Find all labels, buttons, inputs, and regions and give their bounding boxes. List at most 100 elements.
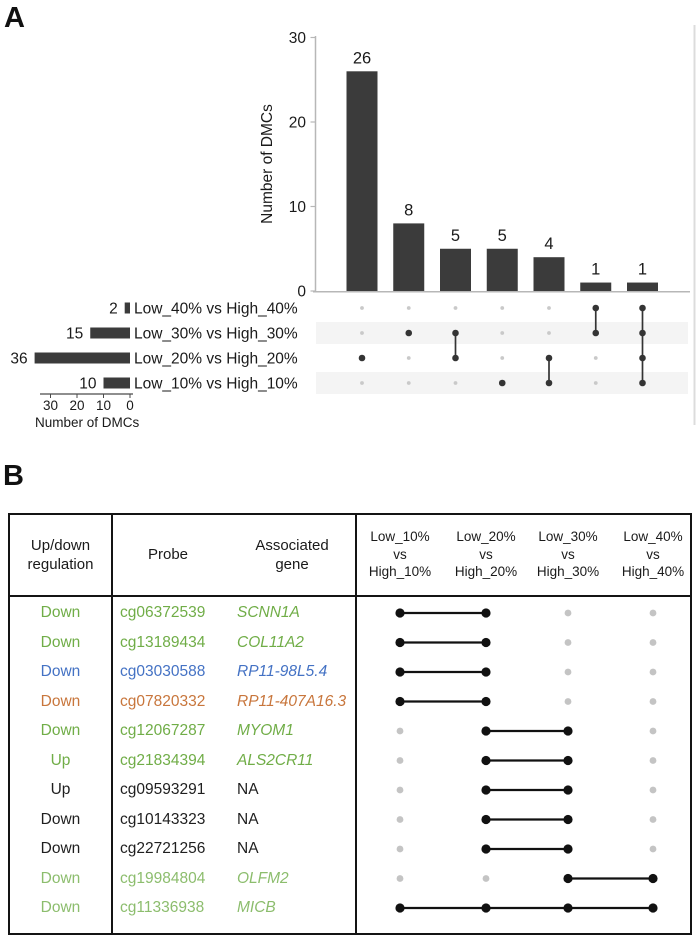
matrix-dot-inactive <box>593 381 598 385</box>
table-dot-inactive <box>649 816 657 823</box>
table-dot-active <box>563 844 573 854</box>
gene-cell: SCNN1A <box>237 604 300 621</box>
table-dot-inactive <box>396 875 404 882</box>
y-tick-label: 20 <box>289 115 307 132</box>
set-axis-label: Number of DMCs <box>35 415 140 430</box>
table-border-vertical <box>111 515 113 933</box>
table-dot-active <box>563 755 573 766</box>
regulation-cell: Down <box>40 722 81 739</box>
table-dot-active <box>563 814 573 825</box>
table-dot-active <box>481 844 491 854</box>
table-dot-active <box>395 903 405 913</box>
gene-cell: OLFM2 <box>237 869 289 887</box>
matrix-dot-inactive <box>406 381 411 385</box>
set-size-value: 36 <box>10 351 27 368</box>
probe-cell: cg09593291 <box>120 781 206 798</box>
bar-value-label: 5 <box>498 227 507 245</box>
matrix-dot-active <box>639 304 646 312</box>
gene-cell: RP11-407A16.3 <box>237 692 347 710</box>
table-dot-active <box>481 637 491 648</box>
set-size-bar <box>103 377 130 389</box>
intersection-bar <box>580 282 612 291</box>
regulation-cell: Down <box>40 840 81 857</box>
matrix-dot-active <box>639 379 646 387</box>
table-dot-active <box>395 696 405 707</box>
set-size-value: 2 <box>109 301 118 318</box>
regulation-cell: Down <box>40 810 81 828</box>
probe-cell: cg12067287 <box>120 722 206 739</box>
set-size-bar <box>90 327 130 339</box>
table-dot-active <box>481 785 491 795</box>
table-dot-inactive <box>649 757 657 764</box>
probe-cell: cg03030588 <box>120 663 206 680</box>
table-dot-inactive <box>564 609 572 617</box>
set-label: Low_30% vs High_30% <box>134 326 298 343</box>
regulation-cell: Down <box>40 692 81 710</box>
set-size-value: 15 <box>66 326 83 343</box>
gene-cell: COL11A2 <box>237 633 304 651</box>
gene-cell: MICB <box>237 899 276 916</box>
table-dot-active <box>395 667 405 677</box>
intersection-bar <box>627 282 658 291</box>
gene-cell: ALS2CR11 <box>237 751 314 769</box>
table-dot-active <box>481 696 491 707</box>
table-dot-matrix <box>395 608 658 913</box>
probe-cell: cg22721256 <box>120 840 206 857</box>
set-size-bar <box>34 352 130 364</box>
regulation-cell: Down <box>40 663 81 680</box>
regulation-cell: Up <box>50 781 71 798</box>
gene-cell: NA <box>237 810 259 828</box>
table-dot-active <box>648 903 658 913</box>
matrix-dot-inactive <box>406 306 411 310</box>
probe-cell: cg11336938 <box>120 899 205 916</box>
intersection-bar <box>393 223 425 291</box>
matrix-dot-inactive <box>360 331 364 335</box>
table-dot-active <box>481 726 491 736</box>
y-axis-label: Number of DMCs <box>259 104 276 224</box>
column-header-regulation: Up/down regulation <box>27 537 94 573</box>
intersection-bar <box>533 257 565 291</box>
x-tick-label: 20 <box>69 398 84 413</box>
table-dot-inactive <box>396 816 404 823</box>
gene-cell: NA <box>237 781 259 798</box>
matrix-dot-inactive <box>500 331 505 335</box>
table-dot-inactive <box>649 668 657 676</box>
matrix-dot-inactive <box>500 356 505 360</box>
table-dot-inactive <box>396 757 404 764</box>
matrix-dot-active <box>545 379 553 387</box>
table-dot-active <box>563 903 573 913</box>
x-tick-label: 10 <box>96 398 111 413</box>
set-label: Low_20% vs High_20% <box>134 351 298 368</box>
y-tick-label: 30 <box>289 30 307 47</box>
table-dot-inactive <box>396 845 404 853</box>
table-border-vertical <box>355 515 357 933</box>
table-dot-active <box>481 755 491 766</box>
table-dot-inactive <box>649 639 657 646</box>
table-dot-inactive <box>564 668 572 676</box>
table-dot-active <box>481 608 491 618</box>
bar-value-label: 5 <box>451 227 460 245</box>
table-dot-inactive <box>649 727 657 735</box>
regulation-cell: Down <box>40 633 81 651</box>
table-dot-active <box>481 903 491 913</box>
bar-value-label: 4 <box>544 235 553 253</box>
matrix-dot-inactive <box>453 381 458 385</box>
gene-cell: NA <box>237 840 259 857</box>
bar-value-label: 1 <box>591 261 600 279</box>
table-dot-inactive <box>396 727 404 735</box>
table-dot-active <box>648 873 658 884</box>
matrix-dot-inactive <box>453 306 458 310</box>
table-dot-inactive <box>649 845 657 853</box>
matrix-dot-inactive <box>547 306 551 310</box>
matrix-dot-inactive <box>360 306 364 310</box>
table-dot-active <box>481 667 491 677</box>
x-tick-label: 30 <box>43 398 58 413</box>
matrix-dot-active <box>452 329 459 337</box>
y-tick-label: 0 <box>297 284 306 301</box>
intersection-bar <box>346 71 378 291</box>
table-dot-inactive <box>396 786 404 794</box>
bar-value-label: 1 <box>638 261 647 279</box>
probe-cell: cg06372539 <box>120 604 206 621</box>
probe-cell: cg19984804 <box>120 869 206 887</box>
